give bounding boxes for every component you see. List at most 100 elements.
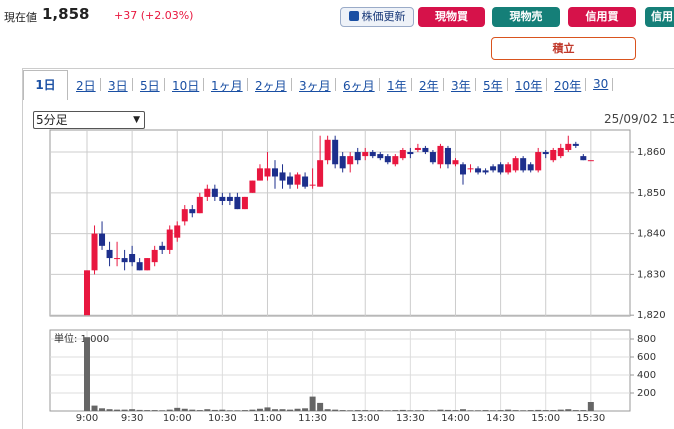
volume-bar	[294, 408, 301, 411]
y-tick-label: 1,840	[637, 229, 666, 240]
candle-body	[399, 149, 406, 159]
candle-body	[189, 209, 196, 214]
candle-body	[557, 147, 564, 157]
tab-separator	[247, 78, 248, 91]
volume-bar	[557, 409, 564, 411]
volume-bar	[460, 409, 466, 411]
volume-bar	[256, 408, 263, 411]
candle-body	[324, 139, 331, 161]
volume-bar	[159, 410, 166, 411]
volume-bar	[91, 405, 98, 411]
candle-body	[151, 249, 158, 263]
tab-separator	[291, 78, 292, 91]
candle-body	[512, 158, 519, 171]
candle-body	[279, 172, 286, 181]
candle-body	[159, 245, 166, 250]
volume-bar	[475, 410, 482, 411]
current-price: 1,858	[42, 5, 90, 23]
candle-body	[129, 254, 136, 263]
period-tab[interactable]: 10年	[515, 79, 543, 93]
candle-body	[429, 152, 436, 163]
candle-body	[219, 196, 226, 201]
volume-bar	[219, 409, 226, 411]
volume-tick-label: 200	[637, 388, 656, 399]
volume-bar	[287, 409, 294, 411]
candle-body	[234, 196, 241, 210]
candle-body	[407, 152, 414, 155]
interval-select[interactable]: 5分足 ▼	[33, 111, 145, 129]
candle-body	[136, 262, 143, 271]
spot-buy-button[interactable]: 現物買	[418, 7, 485, 27]
accumulate-button[interactable]: 積立	[491, 37, 636, 60]
volume-bar	[399, 409, 406, 411]
volume-bar	[444, 409, 451, 411]
margin-sell-button[interactable]: 信用	[645, 7, 674, 27]
volume-bar	[520, 410, 527, 411]
period-tab[interactable]: 2年	[419, 79, 439, 93]
volume-bar	[136, 409, 143, 411]
volume-bar	[324, 409, 331, 411]
candle-body	[392, 156, 399, 165]
volume-bar	[482, 410, 489, 411]
candle-body	[339, 156, 346, 169]
candle-body	[181, 209, 188, 222]
candle-body	[497, 164, 504, 173]
volume-bar	[422, 410, 429, 411]
volume-bar	[437, 409, 444, 411]
period-tab[interactable]: 5日	[140, 79, 160, 93]
period-tab[interactable]: 10日	[172, 79, 200, 93]
candle-body	[196, 196, 203, 214]
volume-bar	[377, 410, 384, 411]
candle-body	[542, 152, 549, 155]
period-tab[interactable]: 3ヶ月	[299, 79, 331, 93]
period-tab[interactable]: 3年	[451, 79, 471, 93]
refresh-button[interactable]: 株価更新	[340, 7, 414, 27]
candle-body	[384, 156, 391, 163]
candle-body	[347, 156, 354, 165]
tab-separator	[164, 78, 165, 91]
period-tab[interactable]: 5年	[483, 79, 503, 93]
volume-bar	[354, 410, 361, 411]
period-tab[interactable]: 3日	[108, 79, 128, 93]
candle-body	[84, 270, 90, 316]
candle-body	[249, 180, 256, 193]
volume-bar	[106, 409, 113, 411]
volume-bar	[174, 407, 181, 411]
volume-bar	[565, 409, 572, 411]
period-tab[interactable]: 1日	[23, 70, 68, 100]
volume-tick-label: 800	[637, 334, 656, 345]
candle-body	[354, 152, 361, 161]
candle-body	[241, 196, 248, 210]
volume-bar	[226, 410, 233, 411]
x-tick-label: 14:00	[441, 413, 470, 423]
period-tab[interactable]: 1年	[387, 79, 407, 93]
x-tick-label: 15:30	[576, 413, 605, 423]
volume-bar	[166, 409, 173, 411]
x-tick-label: 14:30	[486, 413, 515, 423]
x-tick-label: 13:00	[351, 413, 380, 423]
y-tick-label: 1,850	[637, 188, 666, 199]
tab-separator	[585, 78, 586, 91]
candle-body	[264, 168, 271, 177]
volume-bar	[347, 410, 354, 411]
volume-tick-label: 400	[637, 370, 656, 381]
volume-bar	[339, 410, 346, 411]
candle-body	[505, 164, 512, 173]
volume-bar	[527, 410, 534, 411]
x-tick-label: 13:30	[396, 413, 425, 423]
period-tab[interactable]: 20年	[554, 79, 582, 93]
candle-body	[565, 143, 572, 150]
spot-sell-button[interactable]: 現物売	[492, 7, 560, 27]
price-plot	[49, 129, 631, 317]
period-tab[interactable]: 6ヶ月	[343, 79, 375, 93]
candle-body	[226, 196, 233, 201]
margin-buy-button[interactable]: 信用買	[568, 7, 636, 27]
candle-body	[362, 152, 369, 157]
volume-bar	[490, 410, 497, 411]
x-tick-label: 11:00	[253, 413, 282, 423]
period-tab[interactable]: 2日	[76, 79, 96, 93]
period-tab[interactable]: 2ヶ月	[255, 79, 287, 93]
period-tab[interactable]: 30	[593, 77, 609, 91]
period-tab[interactable]: 1ヶ月	[211, 79, 243, 93]
tab-separator	[546, 78, 547, 91]
